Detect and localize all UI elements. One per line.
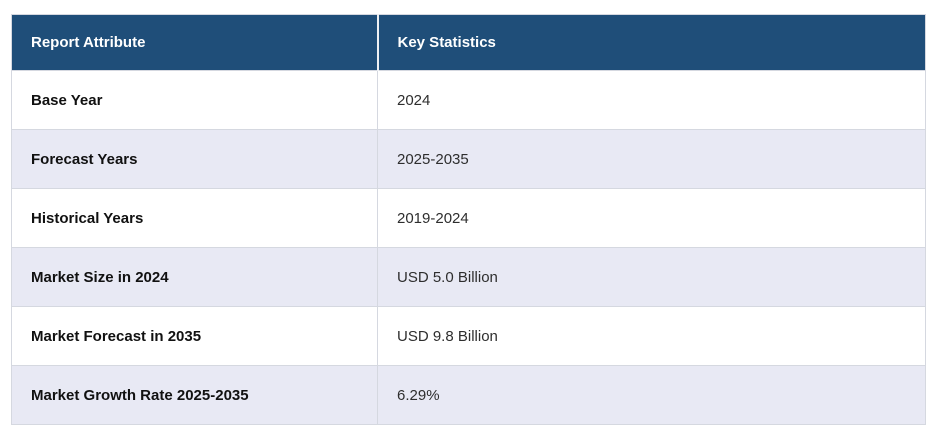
table-row: Market Size in 2024 USD 5.0 Billion [11,247,926,307]
value-base-year: 2024 [377,70,926,130]
table-header-row: Report Attribute Key Statistics [11,14,926,71]
value-forecast-years: 2025-2035 [377,129,926,189]
attribute-market-forecast: Market Forecast in 2035 [11,306,378,366]
table-row: Market Growth Rate 2025-2035 6.29% [11,365,926,425]
key-statistics-table: Report Attribute Key Statistics Base Yea… [11,14,926,425]
attribute-historical-years: Historical Years [11,188,378,248]
table-row: Historical Years 2019-2024 [11,188,926,248]
table-row: Forecast Years 2025-2035 [11,129,926,189]
column-header-report-attribute: Report Attribute [11,14,379,71]
attribute-growth-rate: Market Growth Rate 2025-2035 [11,365,378,425]
value-market-size: USD 5.0 Billion [377,247,926,307]
attribute-base-year: Base Year [11,70,378,130]
column-header-key-statistics: Key Statistics [377,14,926,71]
report-statistics-table: Report Attribute Key Statistics Base Yea… [11,14,926,425]
value-historical-years: 2019-2024 [377,188,926,248]
value-market-forecast: USD 9.8 Billion [377,306,926,366]
attribute-market-size: Market Size in 2024 [11,247,378,307]
attribute-forecast-years: Forecast Years [11,129,378,189]
table-row: Market Forecast in 2035 USD 9.8 Billion [11,306,926,366]
table-row: Base Year 2024 [11,70,926,130]
value-growth-rate: 6.29% [377,365,926,425]
